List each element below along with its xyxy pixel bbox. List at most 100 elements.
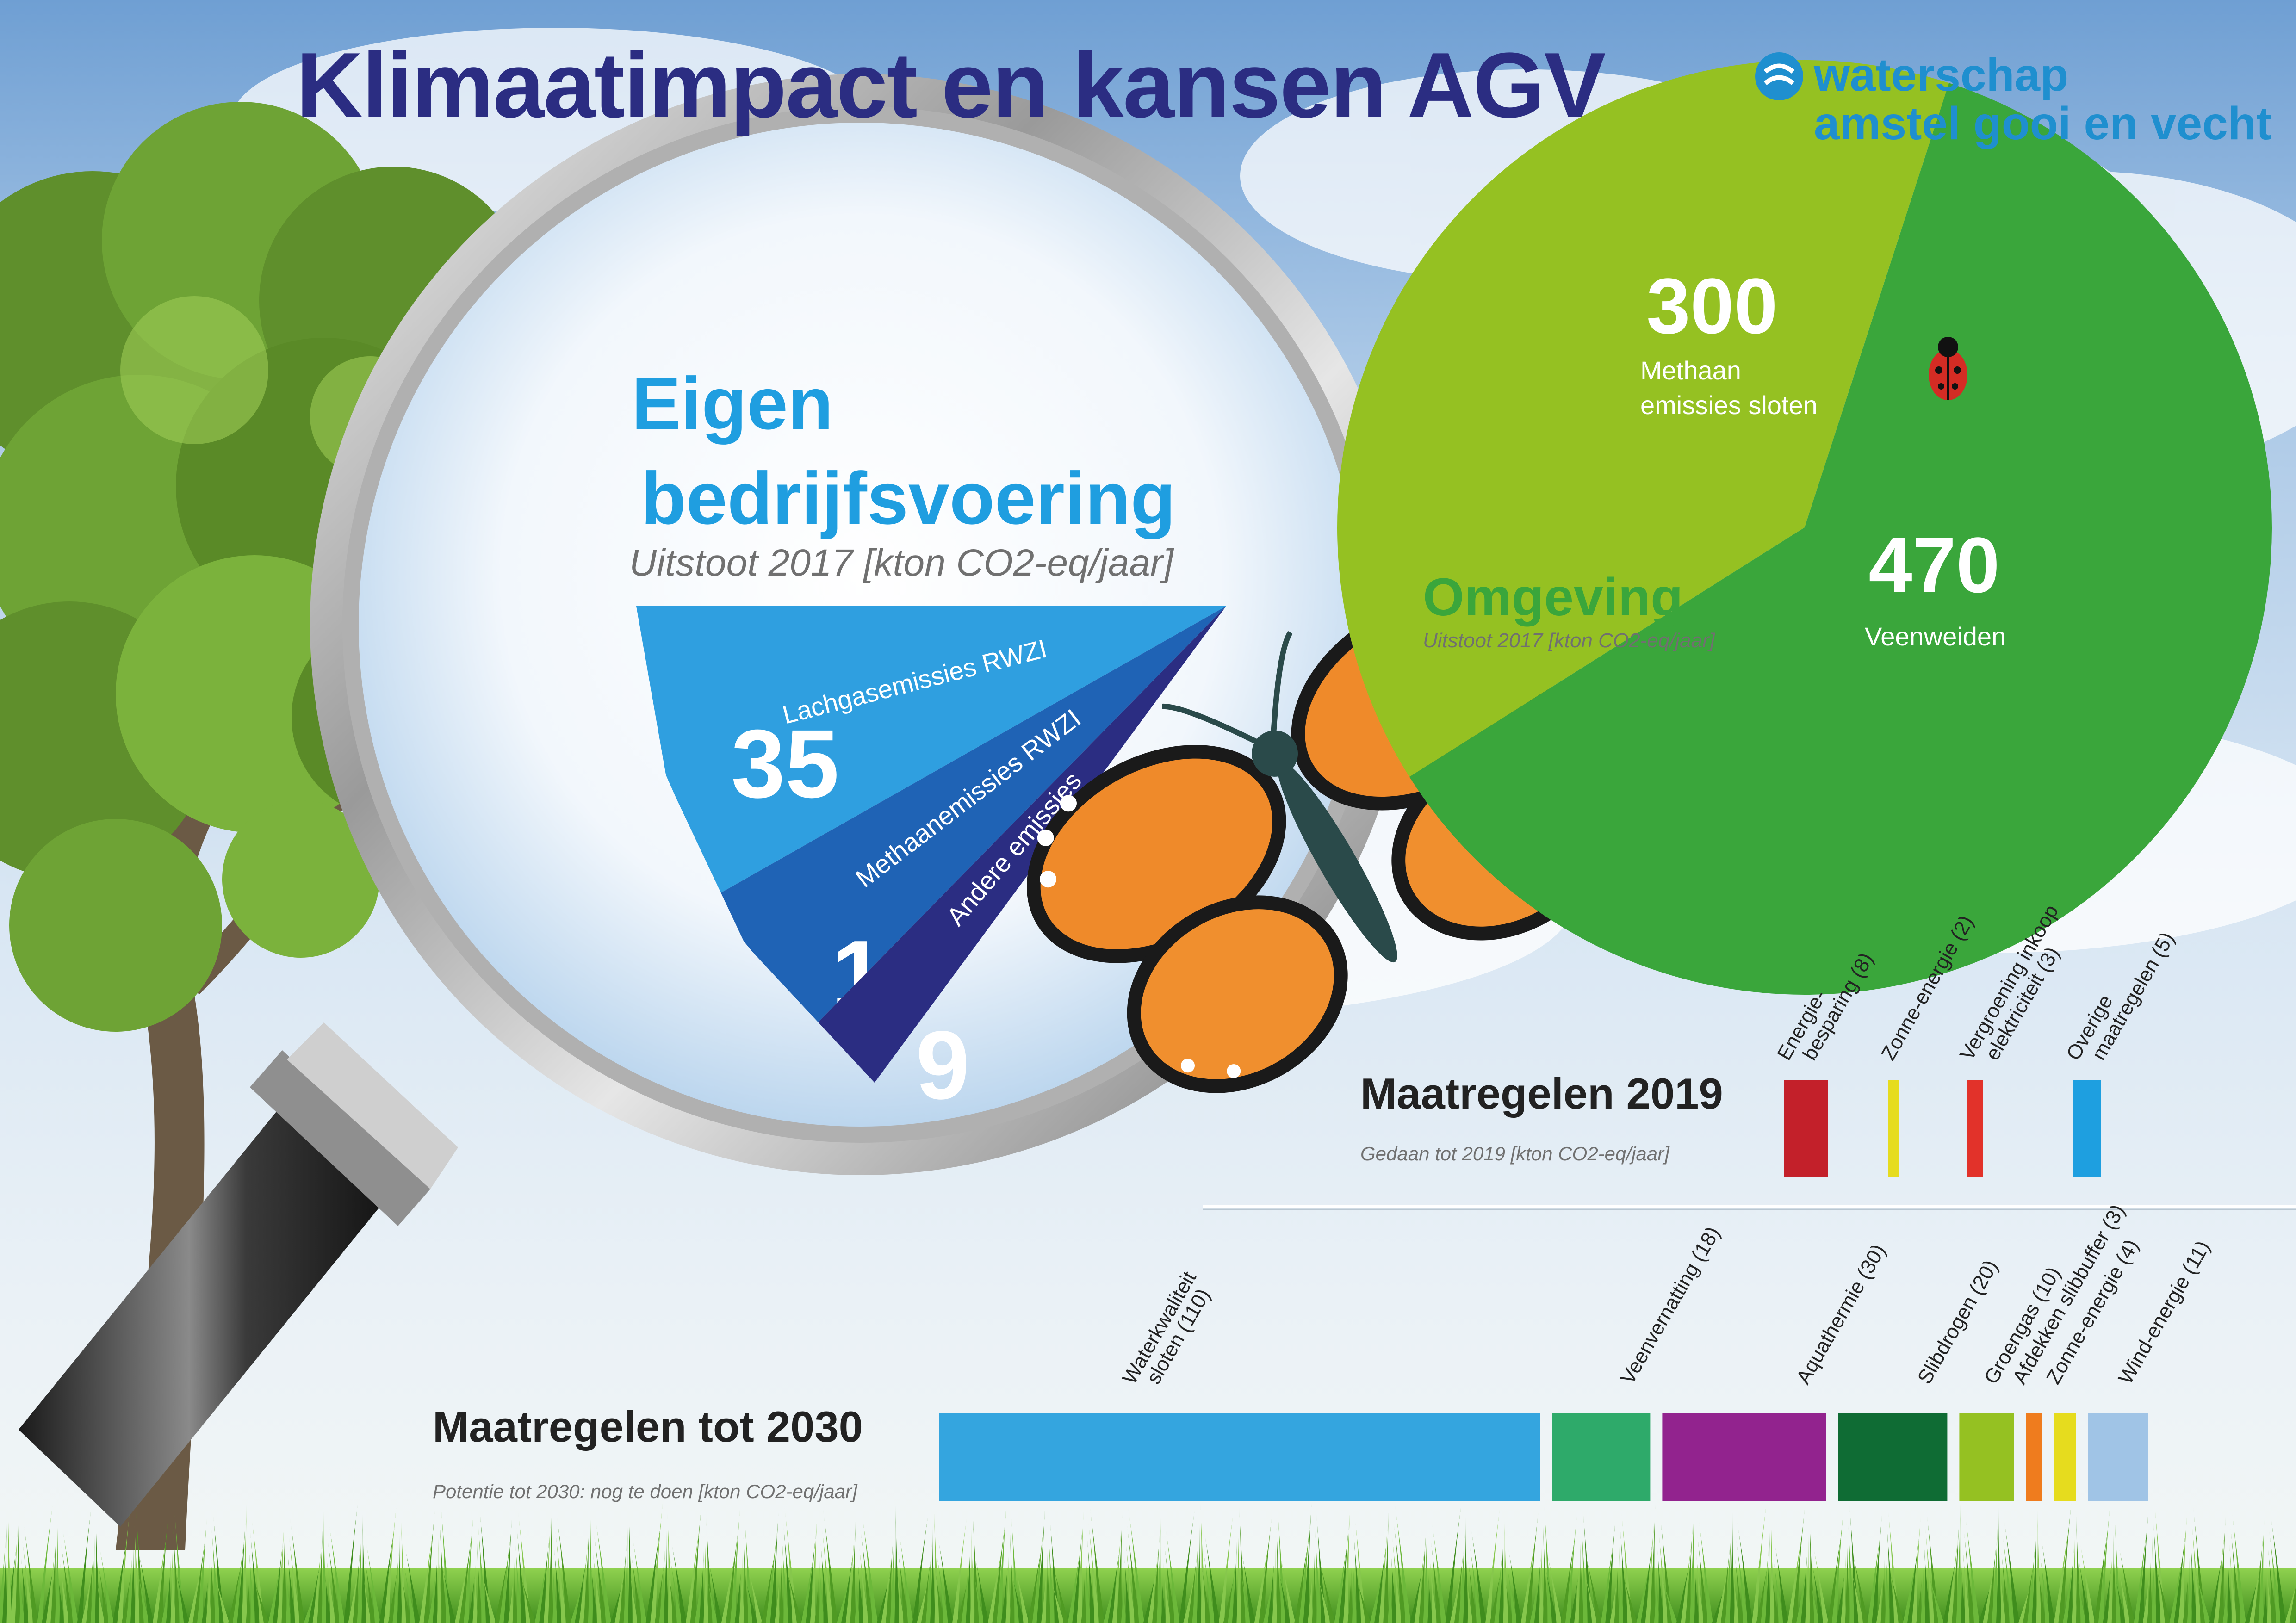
grass-blade <box>2000 1569 2006 1623</box>
grass-blade <box>402 1580 412 1623</box>
grass-blade <box>1619 1547 1624 1623</box>
grass-blade <box>1578 1543 1584 1623</box>
grass-blade <box>881 1557 892 1623</box>
grass-blade <box>242 1505 247 1623</box>
grass-blade <box>1124 1559 1131 1623</box>
grass-blade <box>2079 1558 2091 1623</box>
grass-blade <box>2147 1555 2153 1623</box>
grass-blade <box>1545 1567 1558 1623</box>
grass-blade <box>761 1547 776 1623</box>
grass-blade <box>2178 1513 2187 1623</box>
grass-blade <box>58 1578 65 1623</box>
grass-blade <box>357 1532 363 1623</box>
grass-blade <box>495 1552 510 1623</box>
grass-blade <box>1236 1524 1242 1623</box>
grass-blade <box>157 1516 168 1623</box>
grass-blade <box>548 1504 554 1623</box>
grass-blade <box>1689 1509 1695 1623</box>
grass-blade <box>628 1510 634 1623</box>
grass-blade <box>2138 1510 2149 1623</box>
grass-blade <box>543 1521 551 1623</box>
grass-blade <box>1720 1546 1730 1623</box>
grass-blade <box>478 1524 487 1623</box>
grass-blade <box>1148 1552 1159 1623</box>
grass-blade <box>961 1563 969 1623</box>
grass-blade <box>743 1537 749 1623</box>
grass-blade <box>1730 1512 1735 1623</box>
grass-blade <box>516 1528 527 1623</box>
maatregel-2030-bar <box>1838 1413 1948 1501</box>
grass-blade <box>1076 1511 1084 1623</box>
maatregel-2030-label: Veenvernatting (18) <box>1616 1223 1725 1388</box>
grass-blade <box>277 1525 284 1623</box>
grass-blade <box>952 1519 967 1623</box>
grass-blade <box>1659 1533 1669 1623</box>
grass-blade <box>1312 1548 1318 1623</box>
grass-blade <box>1414 1548 1425 1623</box>
grass-blade <box>1010 1532 1016 1623</box>
grass-blade <box>365 1559 376 1623</box>
grass-blade <box>1156 1518 1162 1623</box>
grass-blade <box>1392 1537 1402 1623</box>
maatregel-2030-bar <box>2026 1413 2042 1501</box>
grass-blade <box>130 1540 136 1623</box>
omgeving-value-label: 300 <box>1646 262 1778 350</box>
grass-blade <box>1343 1507 1350 1623</box>
grass-blade <box>930 1526 936 1623</box>
grass-blade <box>401 1518 407 1623</box>
grass-blade <box>213 1512 225 1623</box>
grass-blade <box>246 1567 252 1623</box>
grass-blade <box>112 1530 129 1623</box>
grass-blade <box>503 1518 512 1623</box>
grass-blade <box>1239 1507 1247 1623</box>
grass-blade <box>1103 1566 1119 1623</box>
grass-blade <box>2002 1535 2015 1623</box>
maatregelen-2019-heading: Maatregelen 2019 <box>1360 1069 1723 1118</box>
grass-blade <box>1370 1561 1385 1623</box>
grass-blade <box>1852 1549 1868 1623</box>
grass-blade <box>1992 1524 1998 1623</box>
grass-blade <box>1544 1506 1553 1623</box>
grass-blade <box>201 1580 208 1623</box>
grass-blade <box>361 1515 367 1623</box>
omgeving-slice-1 <box>1337 60 1949 777</box>
grass-blade <box>1072 1529 1083 1623</box>
grass-blade <box>2174 1530 2186 1623</box>
grass-blade <box>850 1519 856 1623</box>
grass-blade <box>1391 1555 1398 1623</box>
grass-blade <box>1735 1556 1744 1623</box>
grass-blade <box>2214 1534 2225 1623</box>
grass-blade <box>134 1523 141 1623</box>
maatregel-2030-bar <box>2088 1413 2148 1501</box>
grass-blade <box>2266 1564 2273 1623</box>
brand-name-line2: amstel gooi en vecht <box>1814 98 2272 149</box>
maatregel-2030-bar <box>939 1413 1540 1501</box>
grass-blade <box>814 1578 820 1623</box>
grass-blade <box>1219 1514 1233 1623</box>
grass-blade <box>925 1543 932 1623</box>
grass-blade <box>965 1546 971 1623</box>
grass-blade <box>912 1516 928 1623</box>
grass-blade <box>822 1526 834 1623</box>
grass-blade <box>739 1554 745 1623</box>
grass-blade <box>1276 1528 1282 1623</box>
grass-blade <box>782 1540 789 1623</box>
grass-blade <box>770 1513 779 1623</box>
grass-blade <box>1468 1561 1478 1623</box>
grass-blade <box>1620 1530 1629 1623</box>
grass-blade <box>1872 1515 1882 1623</box>
grass-blade <box>1694 1570 1700 1623</box>
grass-blade <box>1769 1515 1775 1623</box>
grass-blade <box>1431 1541 1442 1623</box>
grass-blade <box>1161 1580 1167 1623</box>
grass-blade <box>1920 1562 1926 1623</box>
grass-blade <box>1543 1523 1549 1623</box>
grass-blade <box>1924 1545 1931 1623</box>
grass-blade <box>2187 1558 2193 1623</box>
grass-blade <box>1352 1551 1358 1623</box>
grass-blade <box>326 1556 336 1623</box>
eigen-heading-line1: Eigen <box>632 362 833 445</box>
grass-blade <box>15 1513 21 1623</box>
grass-blade <box>22 1540 34 1623</box>
